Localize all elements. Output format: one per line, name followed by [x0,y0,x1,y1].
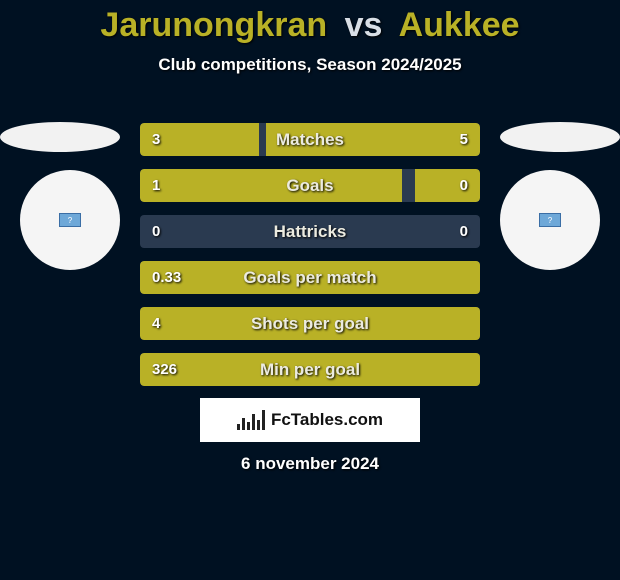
stat-bars: 3 Matches 5 1 Goals 0 0 Hattricks 0 0.33… [140,123,480,386]
stat-fill-left [140,261,480,294]
stat-label: Hattricks [140,215,480,248]
club-badge-right: ? [500,170,600,270]
title-vs: vs [345,6,383,44]
comparison-title: Jarunongkran vs Aukkee [0,0,620,45]
player-right-name: Aukkee [399,6,520,44]
stat-fill-left [140,353,480,386]
stat-fill-right [266,123,480,156]
stat-row-goals: 1 Goals 0 [140,169,480,202]
brand-badge: FcTables.com [200,398,420,442]
stat-value-right: 0 [460,215,468,248]
stat-row-hattricks: 0 Hattricks 0 [140,215,480,248]
comparison-subtitle: Club competitions, Season 2024/2025 [0,55,620,75]
stat-row-matches: 3 Matches 5 [140,123,480,156]
stat-value-left: 0 [152,215,160,248]
flag-left [0,122,120,152]
stat-row-goals-per-match: 0.33 Goals per match [140,261,480,294]
club-badge-left-icon: ? [59,213,81,227]
stat-row-min-per-goal: 326 Min per goal [140,353,480,386]
stat-fill-left [140,307,480,340]
brand-text: FcTables.com [271,410,383,430]
club-badge-left: ? [20,170,120,270]
flag-right [500,122,620,152]
player-left-name: Jarunongkran [100,6,327,44]
stat-fill-left [140,169,402,202]
brand-chart-icon [237,410,265,430]
stat-fill-right [415,169,480,202]
stat-fill-left [140,123,259,156]
stat-row-shots-per-goal: 4 Shots per goal [140,307,480,340]
club-badge-right-icon: ? [539,213,561,227]
date-stamp: 6 november 2024 [0,454,620,474]
